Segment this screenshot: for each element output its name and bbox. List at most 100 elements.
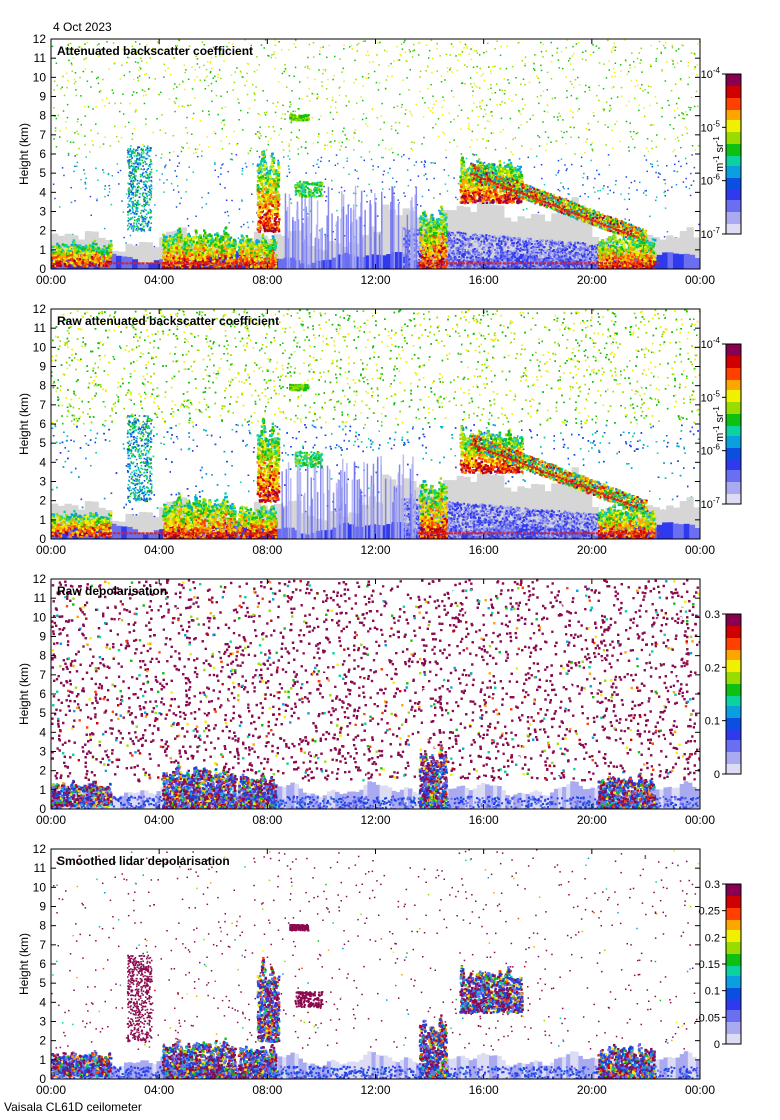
- y-tick-label: 8: [39, 379, 46, 393]
- y-tick-label: 12: [33, 302, 47, 316]
- x-tick-label: 16:00: [469, 813, 499, 827]
- colorbar-tick-label: 0: [714, 769, 720, 781]
- colorbar-tick-label: 10-6: [701, 443, 721, 458]
- y-tick-label: 11: [34, 321, 47, 335]
- y-tick-label: 6: [39, 147, 46, 161]
- y-tick-label: 4: [39, 455, 46, 469]
- y-axis-label: Height (km): [17, 933, 31, 995]
- x-tick-label: 12:00: [360, 813, 390, 827]
- x-tick-label: 12:00: [360, 1083, 390, 1097]
- colorbar-unit-label: m-1 sr-1: [712, 136, 726, 172]
- chart-title: Raw depolarisation: [57, 584, 167, 598]
- y-tick-label: 0: [39, 532, 46, 546]
- colorbar: 10-7 10-6 10-5 10-4 m-1 sr-1: [701, 66, 742, 241]
- colorbar: 0 0.1 0.2 0.3: [705, 609, 742, 781]
- y-tick-label: 4: [39, 725, 46, 739]
- x-tick-label: 04:00: [144, 813, 174, 827]
- y-tick-label: 0: [39, 262, 46, 276]
- x-tick-label: 12:00: [360, 273, 390, 287]
- y-tick-label: 1: [39, 243, 46, 257]
- y-tick-label: 6: [39, 687, 46, 701]
- chart-title: Raw attenuated backscatter coefficient: [57, 314, 279, 328]
- colorbar-tick-label: 0.2: [705, 662, 720, 674]
- colorbar: 0 0.05 0.1 0.15 0.2 0.25 0.3: [699, 879, 742, 1051]
- colorbar-tick-label: 0: [714, 1039, 720, 1051]
- chart-title: Attenuated backscatter coefficient: [57, 44, 253, 58]
- x-tick-label: 08:00: [252, 273, 282, 287]
- x-tick-label: 00:00: [685, 273, 715, 287]
- y-tick-label: 8: [39, 109, 46, 123]
- y-tick-label: 2: [39, 494, 46, 508]
- y-tick-label: 12: [33, 572, 47, 586]
- y-tick-label: 8: [39, 919, 46, 933]
- y-tick-label: 12: [33, 842, 47, 856]
- y-tick-label: 9: [39, 630, 46, 644]
- x-tick-label: 00:00: [36, 273, 66, 287]
- y-tick-label: 1: [39, 783, 46, 797]
- y-tick-label: 3: [39, 205, 46, 219]
- x-tick-label: 00:00: [36, 543, 66, 557]
- y-axis-label: Height (km): [17, 123, 31, 185]
- x-tick-label: 16:00: [469, 1083, 499, 1097]
- instrument-label: Vaisala CL61D ceilometer: [4, 1100, 142, 1114]
- y-tick-label: 6: [39, 417, 46, 431]
- colorbar-tick-label: 10-7: [701, 226, 721, 241]
- colorbar-tick-label: 10-6: [701, 173, 721, 188]
- x-tick-label: 00:00: [685, 543, 715, 557]
- y-tick-label: 7: [39, 938, 46, 952]
- x-tick-label: 04:00: [144, 1083, 174, 1097]
- x-tick-label: 16:00: [469, 543, 499, 557]
- x-tick-label: 20:00: [577, 543, 607, 557]
- heatmap-cells: [51, 39, 700, 269]
- y-tick-label: 4: [39, 995, 46, 1009]
- chart-title: Smoothed lidar depolarisation: [57, 854, 230, 868]
- y-axis-label: Height (km): [17, 663, 31, 725]
- x-tick-label: 20:00: [577, 813, 607, 827]
- colorbar-tick-label: 0.25: [699, 906, 720, 918]
- colorbar-tick-label: 0.3: [705, 609, 720, 621]
- colorbar-tick-label: 10-4: [701, 336, 721, 351]
- y-tick-label: 10: [33, 70, 47, 84]
- colorbar-tick-label: 10-7: [701, 496, 721, 511]
- y-tick-label: 1: [39, 1053, 46, 1067]
- heatmap-cells: [51, 579, 700, 809]
- heatmap-cells: [51, 849, 700, 1079]
- colorbar: 10-7 10-6 10-5 10-4 m-1 sr-1: [701, 336, 742, 511]
- y-axis-label: Height (km): [17, 393, 31, 455]
- x-tick-label: 20:00: [577, 1083, 607, 1097]
- y-tick-label: 0: [39, 1072, 46, 1086]
- y-tick-label: 11: [34, 861, 47, 875]
- x-tick-label: 04:00: [144, 273, 174, 287]
- x-tick-label: 00:00: [36, 1083, 66, 1097]
- y-tick-label: 2: [39, 1034, 46, 1048]
- y-tick-label: 5: [39, 166, 46, 180]
- y-tick-label: 2: [39, 764, 46, 778]
- x-tick-label: 00:00: [36, 813, 66, 827]
- colorbar-tick-label: 0.1: [705, 716, 720, 728]
- colorbar-unit-label: m-1 sr-1: [712, 406, 726, 442]
- y-tick-label: 10: [33, 610, 47, 624]
- colorbar-tick-label: 10-5: [701, 119, 721, 134]
- y-tick-label: 1: [39, 513, 46, 527]
- y-tick-label: 12: [33, 32, 47, 46]
- y-tick-label: 6: [39, 957, 46, 971]
- x-tick-label: 20:00: [577, 273, 607, 287]
- colorbar-tick-label: 10-4: [701, 66, 721, 81]
- heatmap-cells: [51, 309, 700, 539]
- y-tick-label: 3: [39, 745, 46, 759]
- colorbar-tick-label: 0.3: [705, 879, 720, 891]
- y-tick-label: 11: [34, 591, 47, 605]
- y-tick-label: 9: [39, 900, 46, 914]
- date-label: 4 Oct 2023: [53, 20, 112, 34]
- colorbar-tick-label: 0.2: [705, 932, 720, 944]
- x-tick-label: 16:00: [469, 273, 499, 287]
- y-tick-label: 8: [39, 649, 46, 663]
- y-tick-label: 9: [39, 90, 46, 104]
- y-tick-label: 3: [39, 475, 46, 489]
- x-tick-label: 12:00: [360, 543, 390, 557]
- x-tick-label: 08:00: [252, 543, 282, 557]
- y-tick-label: 7: [39, 128, 46, 142]
